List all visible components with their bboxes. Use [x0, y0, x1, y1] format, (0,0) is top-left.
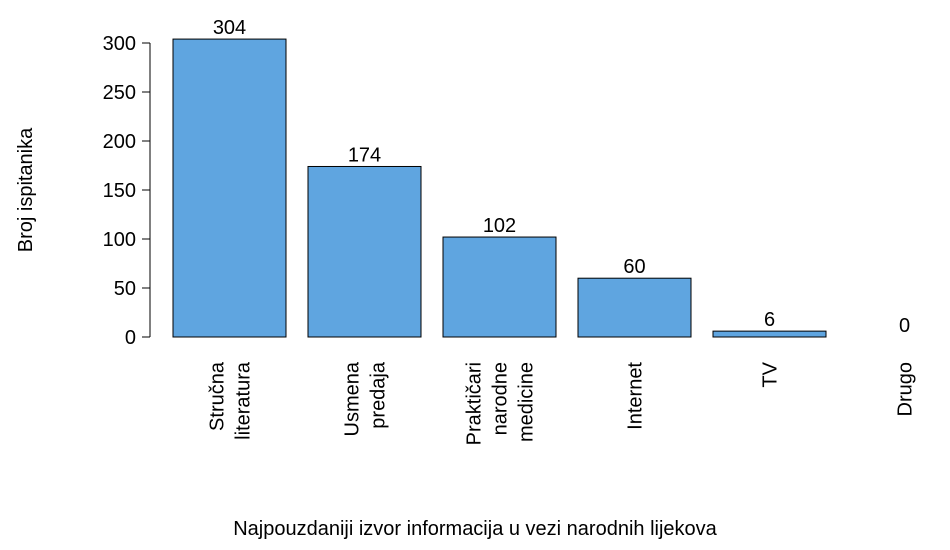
- x-tick-label: Usmena predaja: [342, 361, 390, 436]
- x-tick-label: Praktičari narodne medicine: [464, 362, 538, 445]
- x-tick-label: TV: [760, 361, 782, 387]
- y-tick-label: 150: [103, 180, 136, 202]
- value-label: 6: [764, 309, 775, 331]
- value-label: 0: [899, 315, 910, 337]
- x-tick-label: Internet: [625, 362, 647, 430]
- y-tick-label: 250: [103, 82, 136, 104]
- y-tick-label: 100: [103, 229, 136, 251]
- x-tick-label: Drugo: [895, 362, 917, 416]
- bar: [577, 277, 692, 338]
- y-tick-label: 0: [125, 327, 136, 349]
- value-label: 102: [483, 215, 516, 237]
- bar: [442, 236, 557, 338]
- y-tick-label: 200: [103, 131, 136, 153]
- bar: [172, 38, 287, 338]
- bar: [712, 330, 827, 338]
- value-label: 174: [348, 144, 381, 166]
- x-axis-label: Najpouzdaniji izvor informacija u vezi n…: [233, 518, 717, 540]
- x-tick-label: Stručna literatura: [207, 361, 255, 440]
- y-axis-label: Broj ispitanika: [15, 127, 37, 252]
- bar: [307, 165, 422, 338]
- y-tick-label: 50: [114, 278, 136, 300]
- y-tick-label: 300: [103, 33, 136, 55]
- value-label: 60: [623, 256, 645, 278]
- value-label: 304: [213, 17, 246, 39]
